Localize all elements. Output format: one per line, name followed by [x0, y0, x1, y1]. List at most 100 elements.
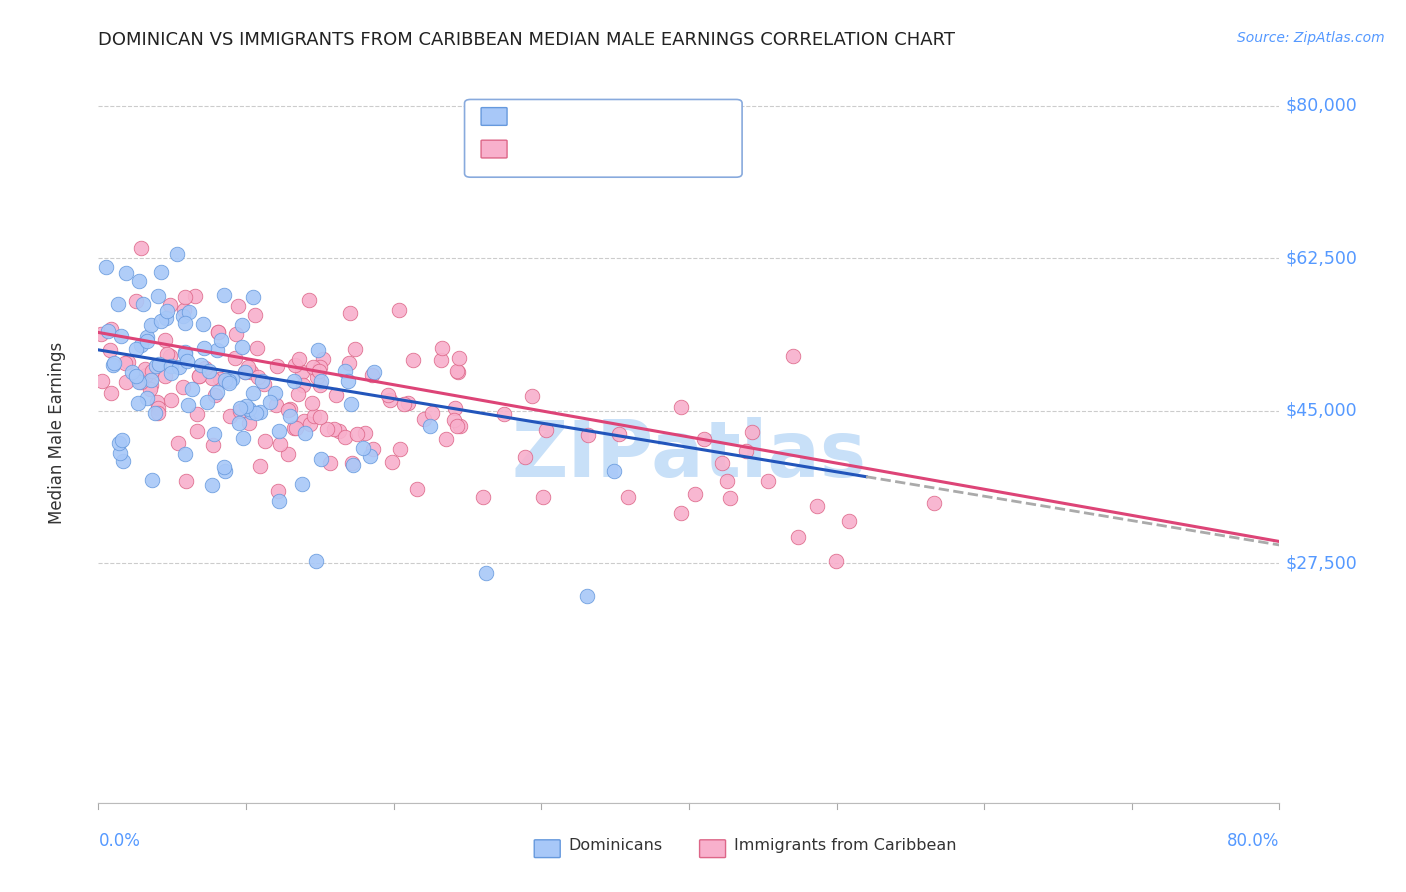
- Point: [309, 360, 332, 375]
- Point: [447, 365, 470, 379]
- Point: [135, 334, 157, 348]
- Text: Dominicans: Dominicans: [568, 838, 662, 854]
- Point: [218, 374, 240, 388]
- Point: [277, 447, 299, 461]
- Point: [243, 308, 266, 322]
- Point: [166, 247, 188, 261]
- Point: [159, 392, 181, 407]
- Point: [173, 447, 195, 461]
- Point: [277, 403, 299, 417]
- Point: [309, 451, 332, 466]
- Point: [284, 358, 307, 372]
- Point: [245, 406, 267, 420]
- Point: [446, 419, 468, 434]
- Point: [156, 347, 179, 361]
- Point: [228, 416, 250, 430]
- Point: [269, 425, 291, 439]
- Point: [309, 410, 332, 425]
- Point: [305, 554, 328, 568]
- Text: $80,000: $80,000: [1285, 97, 1357, 115]
- Point: [90, 326, 112, 341]
- Point: [617, 490, 640, 504]
- Point: [193, 342, 215, 356]
- Point: [224, 351, 246, 365]
- Point: [205, 384, 228, 399]
- Point: [291, 476, 314, 491]
- Point: [285, 421, 308, 435]
- Point: [150, 314, 173, 328]
- Point: [735, 443, 758, 458]
- Point: [342, 458, 364, 472]
- Point: [607, 426, 630, 441]
- Point: [226, 299, 249, 313]
- Text: R = -0.584   N = 100: R = -0.584 N = 100: [516, 107, 689, 125]
- Point: [136, 330, 159, 344]
- Point: [190, 358, 212, 372]
- Point: [325, 388, 347, 402]
- Point: [174, 474, 197, 488]
- Point: [141, 473, 163, 487]
- Point: [269, 437, 291, 451]
- Point: [301, 395, 323, 409]
- Point: [204, 387, 226, 401]
- Point: [388, 303, 411, 318]
- Point: [515, 450, 537, 465]
- Point: [492, 407, 515, 421]
- Point: [299, 417, 322, 431]
- Point: [283, 374, 305, 388]
- Point: [339, 306, 361, 320]
- Point: [212, 288, 235, 302]
- Point: [250, 374, 273, 388]
- Point: [229, 404, 252, 418]
- Point: [333, 364, 356, 378]
- Point: [167, 435, 190, 450]
- Point: [294, 425, 316, 440]
- Point: [718, 491, 741, 506]
- Point: [235, 399, 257, 413]
- FancyBboxPatch shape: [464, 99, 742, 178]
- Point: [278, 409, 301, 423]
- Point: [361, 442, 384, 457]
- Point: [239, 404, 262, 418]
- Point: [91, 374, 114, 388]
- Point: [242, 290, 264, 304]
- Point: [218, 376, 240, 390]
- Point: [221, 372, 243, 386]
- Point: [432, 341, 454, 355]
- Point: [159, 350, 181, 364]
- Point: [312, 351, 335, 366]
- Point: [231, 339, 253, 353]
- Point: [191, 317, 214, 331]
- Point: [340, 396, 363, 410]
- Point: [787, 530, 810, 544]
- Point: [172, 309, 194, 323]
- Point: [825, 553, 848, 567]
- Point: [264, 386, 287, 401]
- Point: [419, 419, 441, 434]
- Point: [838, 514, 860, 528]
- Point: [214, 459, 236, 474]
- Text: ZIPatlas: ZIPatlas: [512, 417, 866, 493]
- Point: [202, 427, 225, 442]
- Point: [128, 375, 150, 389]
- Point: [292, 378, 315, 392]
- Point: [219, 409, 242, 423]
- Point: [150, 265, 173, 279]
- Point: [337, 356, 360, 370]
- Point: [125, 293, 148, 308]
- Point: [267, 484, 290, 499]
- Point: [103, 358, 125, 372]
- Point: [186, 424, 208, 438]
- Point: [363, 365, 385, 379]
- Point: [146, 395, 169, 409]
- Point: [298, 293, 321, 308]
- Point: [238, 416, 260, 430]
- Point: [291, 365, 314, 379]
- Point: [259, 395, 281, 409]
- Point: [693, 433, 716, 447]
- Point: [110, 329, 132, 343]
- FancyBboxPatch shape: [481, 108, 508, 126]
- FancyBboxPatch shape: [534, 840, 560, 857]
- Point: [434, 433, 457, 447]
- Point: [125, 369, 148, 384]
